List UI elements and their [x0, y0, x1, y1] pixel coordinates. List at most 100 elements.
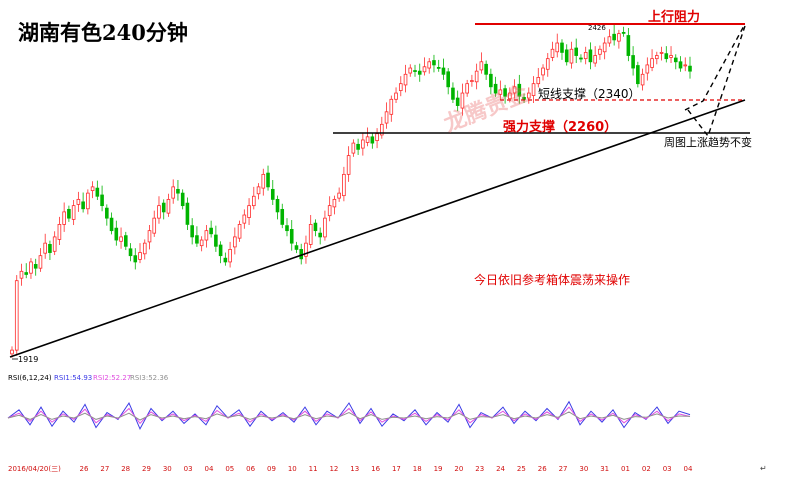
candle-body [617, 33, 621, 42]
candle-body [90, 186, 95, 192]
candle-body [304, 242, 308, 257]
candle-body [465, 83, 469, 94]
x-tick-label: 10 [288, 465, 297, 473]
candle-body [522, 97, 526, 100]
candle-body [413, 70, 417, 72]
strong-support-label: 强力支撑（2260） [503, 119, 617, 135]
low-price-label: 1919 [18, 355, 38, 364]
candle-body [365, 136, 370, 143]
candle-body [408, 67, 413, 74]
candle-body [356, 143, 360, 150]
candle-body [664, 53, 669, 60]
projection-paths [684, 23, 746, 138]
x-tick-label: 04 [205, 465, 214, 473]
candle-body [138, 252, 142, 260]
candle-body [432, 60, 436, 66]
candle-body [233, 236, 237, 248]
candle-body [370, 136, 375, 144]
candle-body [602, 42, 607, 53]
x-tick-label: 19 [434, 465, 443, 473]
candle-body [152, 217, 157, 234]
x-tick-label: 26 [538, 465, 547, 473]
candle-body [223, 257, 228, 263]
candle-body [441, 67, 446, 75]
candle-body [323, 217, 327, 238]
candle-body [555, 42, 560, 53]
x-axis-ticks: 2016/04/20(三) 26 27 28 29 30 03 04 05 06 09 10 11 12 1… [8, 465, 693, 473]
candle-body [252, 195, 256, 207]
candle-body [185, 202, 190, 225]
candle-body [109, 217, 114, 232]
x-tick-label: 25 [517, 465, 526, 473]
candle-body [474, 70, 479, 83]
candle-body [57, 223, 62, 240]
candle-body [361, 139, 365, 149]
candle-body [636, 65, 640, 85]
candle-body [579, 57, 583, 60]
candle-body [86, 192, 90, 210]
candle-body [24, 272, 29, 275]
rsi-series [7, 400, 691, 431]
operation-note: 今日依旧参考箱体震荡来操作 [474, 272, 630, 287]
candle-body [612, 33, 616, 41]
rsi-line-3 [7, 411, 691, 421]
candle-body [380, 123, 384, 136]
candle-body [384, 111, 389, 124]
candle-body [650, 58, 654, 68]
candle-body [645, 64, 650, 74]
x-tick-label: 18 [413, 465, 422, 473]
candle-body [655, 55, 659, 60]
candle-body [593, 55, 597, 64]
candle-body [417, 70, 422, 75]
candle-body [133, 255, 138, 263]
candle-body [270, 188, 275, 200]
candle-body [436, 67, 441, 69]
candle-body [332, 198, 337, 208]
rsi1-legend: RSI1:54.93 [54, 374, 92, 382]
candle-body [237, 223, 242, 239]
candle-body [176, 188, 180, 194]
candle-body [351, 142, 356, 154]
candle-body [327, 205, 332, 217]
candle-body [285, 225, 289, 232]
candle-body [142, 242, 147, 255]
candle-body [62, 211, 66, 225]
candle-body [398, 83, 403, 91]
candle-body [427, 61, 432, 69]
x-tick-label: 12 [329, 465, 338, 473]
x-tick-label: 2016/04/20(三) [8, 465, 61, 473]
candle-body [256, 186, 261, 195]
candle-body [588, 49, 593, 63]
candle-body [607, 36, 612, 44]
candle-body [308, 223, 313, 245]
x-tick-label: 20 [454, 465, 463, 473]
candle-body [394, 92, 398, 100]
candle-body [199, 239, 204, 247]
candle-body [508, 92, 512, 100]
uptrend-line [9, 99, 746, 358]
candle-body [678, 61, 683, 69]
chart-title: 湖南有色240分钟 [18, 20, 188, 45]
x-tick-label: 27 [559, 465, 568, 473]
x-tick-label: 23 [475, 465, 484, 473]
rsi3-legend: RSI3:52.36 [130, 374, 169, 382]
candle-body [209, 227, 213, 235]
candle-body [195, 235, 199, 244]
candle-body [669, 55, 673, 58]
candle-body [659, 52, 664, 54]
candle-body [38, 255, 43, 269]
candle-body [626, 35, 631, 56]
candle-body [280, 208, 285, 225]
candle-body [76, 198, 81, 205]
x-tick-label: 27 [100, 465, 109, 473]
candle-body [294, 245, 299, 250]
rsi2-legend: RSI2:52.27 [93, 374, 131, 382]
candle-body [33, 264, 38, 269]
candle-body [422, 66, 427, 73]
candle-body [375, 133, 379, 141]
candle-body [342, 173, 346, 197]
candle-body [67, 208, 71, 219]
candle-body [161, 202, 166, 213]
candle-body [621, 31, 626, 34]
candle-body [545, 58, 550, 70]
